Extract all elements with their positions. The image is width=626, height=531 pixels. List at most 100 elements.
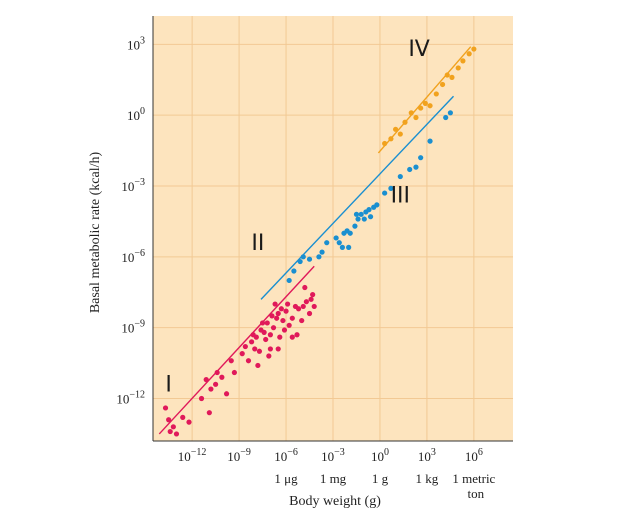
point-i <box>302 284 308 291</box>
point-ii <box>316 254 322 260</box>
point-i <box>198 395 205 402</box>
point-i <box>281 327 288 333</box>
point-i <box>267 346 273 352</box>
point-ii <box>336 240 342 246</box>
point-ii <box>352 223 358 229</box>
point-i <box>206 410 212 416</box>
point-i <box>264 320 270 326</box>
y-tick-label: 10−6 <box>121 248 145 265</box>
point-ii <box>358 211 364 217</box>
point-i <box>270 325 277 331</box>
y-tick-label: 100 <box>127 106 145 123</box>
point-i <box>162 405 169 411</box>
x-unit-label: 1 metric <box>452 471 495 486</box>
point-i <box>303 299 309 305</box>
x-tick-label: 10−9 <box>227 447 251 464</box>
point-i <box>231 369 237 376</box>
point-i <box>186 419 192 425</box>
grid-lines <box>153 16 513 441</box>
point-i <box>308 296 314 302</box>
point-ii <box>418 155 424 161</box>
point-i <box>306 310 313 317</box>
point-i <box>180 414 186 420</box>
point-i <box>300 303 306 310</box>
point-i <box>258 327 264 333</box>
point-iv <box>455 65 461 71</box>
point-i <box>208 386 214 392</box>
point-i <box>219 374 225 380</box>
point-ii <box>300 254 306 260</box>
point-iv <box>397 131 403 137</box>
x-unit-label: 1 g <box>372 471 389 486</box>
x-tick-label: 106 <box>465 447 483 464</box>
point-i <box>266 353 272 359</box>
point-ii <box>353 211 360 217</box>
point-ii <box>367 214 374 220</box>
point-i <box>295 306 302 312</box>
point-ii <box>355 216 361 222</box>
point-i <box>267 332 273 338</box>
point-ii <box>407 166 413 173</box>
data-points <box>162 46 477 437</box>
series-label-i: I <box>165 372 172 397</box>
point-i <box>249 339 255 345</box>
point-iv <box>449 74 455 80</box>
x-tick-label: 10−6 <box>274 447 298 464</box>
point-ii <box>306 256 313 262</box>
point-ii <box>324 240 330 246</box>
point-ii <box>397 173 403 180</box>
point-i <box>255 362 261 369</box>
point-i <box>283 308 289 314</box>
point-ii <box>388 185 394 191</box>
point-ii <box>361 216 367 222</box>
point-i <box>256 348 263 354</box>
point-iv <box>422 100 428 106</box>
point-i <box>170 424 176 430</box>
point-iv <box>382 140 388 147</box>
point-iv <box>466 51 472 57</box>
point-iv <box>393 126 399 132</box>
x-tick-label: 100 <box>371 447 389 464</box>
point-ii <box>333 235 339 241</box>
point-ii <box>319 249 325 255</box>
fit-line-iv <box>377 46 472 154</box>
point-ii <box>382 190 388 196</box>
point-iv <box>460 58 466 64</box>
point-i <box>259 320 266 326</box>
point-i <box>242 343 248 350</box>
point-iv <box>388 136 394 142</box>
point-ii <box>291 268 297 274</box>
point-iv <box>418 105 424 111</box>
point-i <box>274 315 280 321</box>
point-i <box>245 358 252 364</box>
point-iv <box>413 114 419 121</box>
point-i <box>239 351 245 357</box>
point-ii <box>346 244 352 250</box>
point-i <box>250 332 256 338</box>
y-tick-label: 103 <box>127 35 145 52</box>
x-tick-label: 103 <box>418 447 436 464</box>
point-i <box>289 334 295 340</box>
point-i <box>272 301 278 307</box>
point-i <box>213 381 219 387</box>
point-i <box>289 315 295 321</box>
point-i <box>286 322 292 328</box>
point-i <box>310 292 316 298</box>
tick-labels: 10−12 10−9 10−6 10−3 100 103 106 103 100 10−3 10−6… <box>116 35 495 501</box>
point-i <box>311 303 317 310</box>
point-i <box>203 377 209 383</box>
y-tick-label: 10−12 <box>116 390 145 407</box>
point-i <box>252 346 258 352</box>
point-iv <box>444 72 450 78</box>
point-iv <box>433 91 439 97</box>
fit-line-ii <box>260 95 455 300</box>
fit-lines <box>158 46 472 435</box>
x-axis-label: Body weight (g) <box>289 494 381 509</box>
point-i <box>263 336 269 343</box>
point-i <box>278 306 284 312</box>
point-i <box>299 317 305 324</box>
point-ii <box>447 110 453 116</box>
point-i <box>275 346 281 352</box>
series-label-iii: III <box>391 184 410 209</box>
